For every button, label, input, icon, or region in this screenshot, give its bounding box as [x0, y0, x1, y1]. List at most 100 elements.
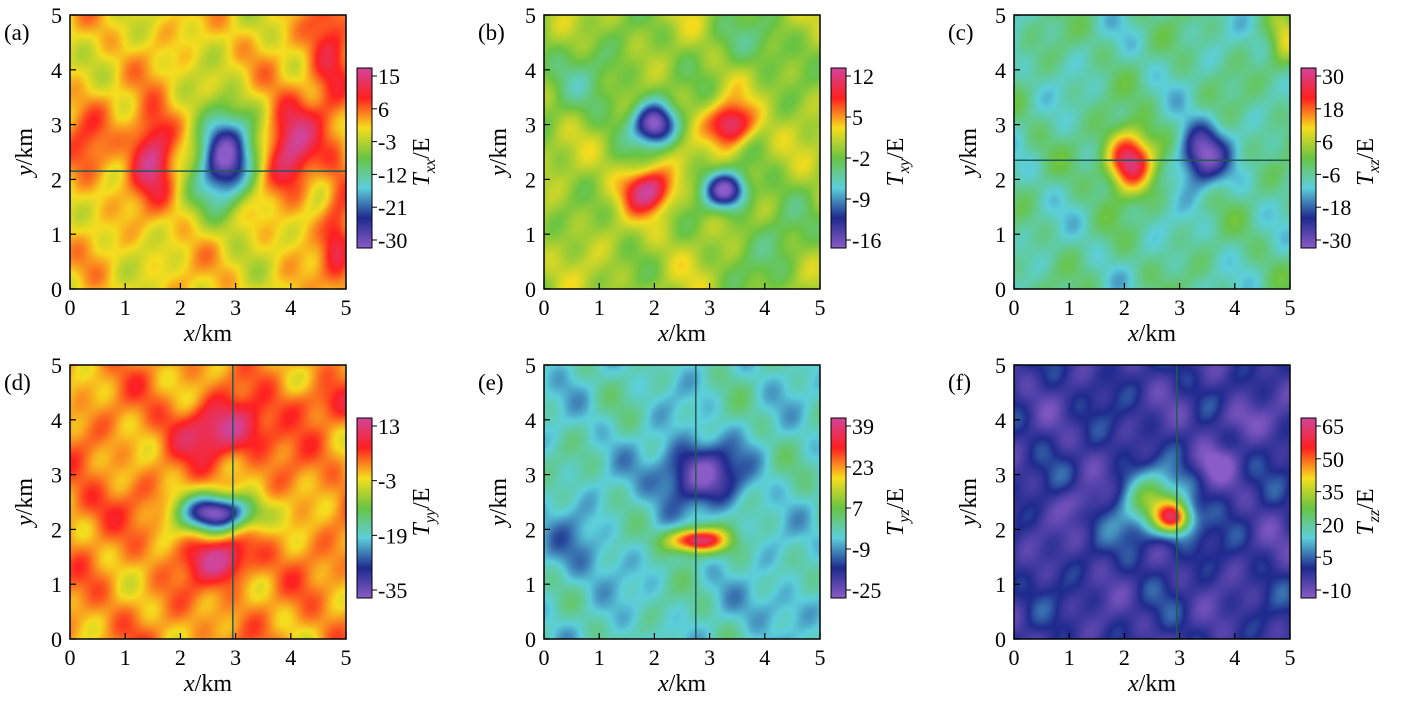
y-tick-label: 1 [995, 222, 1006, 247]
colorbar-tick-label: -21 [378, 195, 407, 220]
x-tick-label: 0 [65, 645, 76, 670]
y-axis-label: y/km [12, 128, 38, 178]
y-tick-label: 4 [995, 58, 1006, 83]
colorbar-tick-label: -3 [378, 130, 396, 155]
x-tick-label: 4 [759, 295, 770, 320]
colorbar-tick-label: 50 [1322, 447, 1344, 472]
panel-label: (a) [4, 20, 30, 45]
colorbar [357, 418, 372, 598]
colorbar-tick-label: -18 [1322, 195, 1351, 220]
heatmap-image [70, 15, 346, 289]
y-tick-label: 1 [525, 572, 536, 597]
x-tick-label: 4 [285, 645, 296, 670]
x-axis-label: x/km [657, 671, 706, 697]
x-tick-label: 3 [1174, 295, 1185, 320]
colorbar-label: Txz/E [1353, 138, 1383, 186]
colorbar-tick-label: 18 [1322, 97, 1344, 122]
y-axis-label: y/km [486, 128, 512, 178]
colorbar-tick-label: -12 [378, 162, 407, 187]
colorbar [831, 418, 846, 598]
x-tick-label: 1 [1064, 295, 1075, 320]
panel-label: (b) [478, 20, 505, 45]
colorbar-frame [356, 67, 373, 249]
y-axis-label: y/km [12, 478, 38, 528]
colorbar-tick-label: -10 [1322, 578, 1351, 603]
plot-frame [543, 364, 821, 640]
y-tick-label: 5 [525, 3, 536, 28]
y-tick-label: 2 [525, 167, 536, 192]
y-tick-label: 5 [51, 3, 62, 28]
y-tick-label: 5 [51, 353, 62, 378]
y-tick-label: 3 [51, 463, 62, 488]
x-tick-label: 3 [1174, 645, 1185, 670]
colorbar-tick-label: 20 [1322, 512, 1344, 537]
y-tick-label: 5 [995, 3, 1006, 28]
x-tick-label: 1 [120, 295, 131, 320]
panel-label: (c) [948, 20, 974, 45]
x-tick-label: 1 [594, 645, 605, 670]
colorbar-frame [1300, 67, 1317, 249]
heatmap-image [1014, 365, 1290, 639]
x-tick-label: 5 [341, 295, 352, 320]
x-tick-label: 2 [649, 295, 660, 320]
x-tick-label: 5 [815, 645, 826, 670]
colorbar-tick-label: 15 [378, 64, 400, 89]
y-tick-label: 0 [995, 277, 1006, 302]
x-tick-label: 2 [649, 645, 660, 670]
colorbar-tick-label: -19 [378, 523, 407, 548]
colorbar-tick-label: 5 [852, 105, 863, 130]
y-tick-label: 1 [995, 572, 1006, 597]
y-tick-label: 3 [525, 113, 536, 138]
colorbar-tick-label: 7 [852, 496, 863, 521]
colorbar-tick-label: 39 [852, 414, 874, 439]
colorbar-tick-label: -3 [378, 469, 396, 494]
x-tick-label: 1 [120, 645, 131, 670]
x-tick-label: 3 [230, 295, 241, 320]
colorbar-label: Txy/E [883, 138, 913, 187]
y-tick-label: 1 [525, 222, 536, 247]
y-tick-label: 0 [995, 627, 1006, 652]
plot-frame [69, 14, 347, 290]
heatmap-image [544, 365, 820, 639]
colorbar [1301, 418, 1316, 598]
x-axis-label: x/km [183, 321, 232, 347]
x-tick-label: 2 [1119, 645, 1130, 670]
panel-a: 0 1 2 3 4 5 0 1 2 3 4 5 x/km y/km (a) 15 6 -3 -12 -21 -30 Txx… [4, 3, 439, 347]
colorbar-tick-label: 6 [378, 97, 389, 122]
y-tick-label: 4 [525, 408, 536, 433]
colorbar-frame [1300, 417, 1317, 599]
colorbar-tick-label: 23 [852, 455, 874, 480]
y-tick-label: 2 [51, 167, 62, 192]
y-axis-label: y/km [956, 478, 982, 528]
colorbar-tick-label: -25 [852, 578, 881, 603]
plot-frame [543, 14, 821, 290]
x-tick-label: 1 [594, 295, 605, 320]
y-axis-label: y/km [486, 478, 512, 528]
y-tick-label: 0 [525, 277, 536, 302]
x-tick-label: 0 [1009, 645, 1020, 670]
colorbar-tick-label: 30 [1322, 64, 1344, 89]
x-tick-label: 0 [539, 645, 550, 670]
panel-label: (d) [4, 370, 31, 395]
colorbar-tick-label: 12 [852, 64, 874, 89]
x-tick-label: 3 [704, 295, 715, 320]
y-tick-label: 3 [51, 113, 62, 138]
y-tick-label: 3 [995, 113, 1006, 138]
panel-c: 0 1 2 3 4 5 0 1 2 3 4 5 x/km y/km (c) 30 18 6 -6 -18 -30 Txz/… [948, 3, 1383, 347]
y-tick-label: 1 [51, 222, 62, 247]
x-axis-label: x/km [183, 671, 232, 697]
y-tick-label: 0 [525, 627, 536, 652]
colorbar-tick-label: 5 [1322, 545, 1333, 570]
y-tick-label: 4 [51, 408, 62, 433]
x-tick-label: 4 [1229, 295, 1240, 320]
colorbar-label: Tzz/E [1353, 488, 1383, 535]
panel-d: 0 1 2 3 4 5 0 1 2 3 4 5 x/km y/km (d) 13 -3 -19 -35 Tyy/E [4, 353, 439, 697]
y-tick-label: 3 [995, 463, 1006, 488]
y-tick-label: 2 [995, 517, 1006, 542]
y-tick-label: 4 [995, 408, 1006, 433]
panel-label: (f) [948, 370, 971, 395]
x-axis-label: x/km [657, 321, 706, 347]
